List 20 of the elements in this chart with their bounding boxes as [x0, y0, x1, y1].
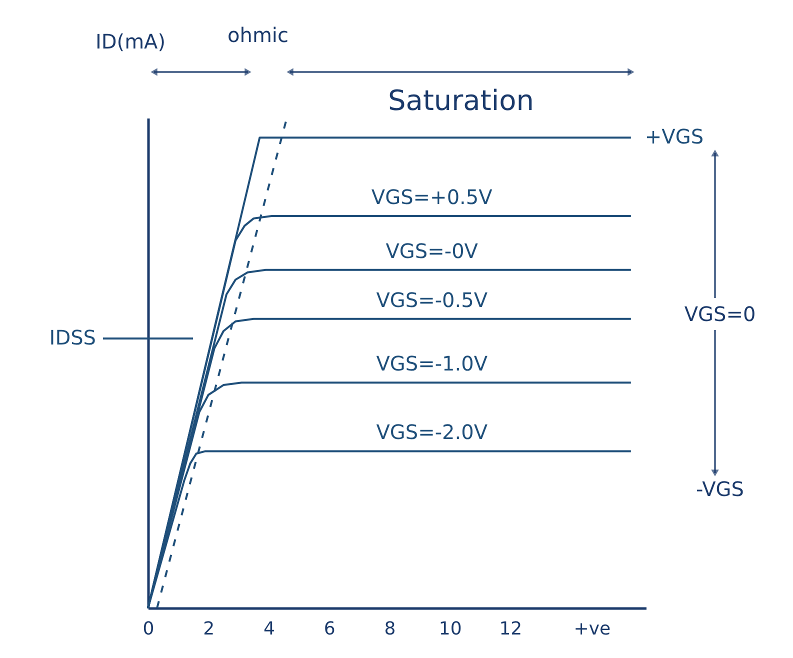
- series-label: VGS=-1.0V: [376, 352, 488, 376]
- x-tick-label: 4: [264, 618, 275, 640]
- ref-line-label: IDSS: [49, 326, 96, 350]
- x-tick-label: 10: [438, 618, 462, 640]
- series-label: +VGS: [644, 124, 704, 149]
- y-axis-title: ID(mA): [95, 30, 166, 54]
- x-tick-label: +ve: [574, 618, 611, 640]
- x-tick-label: 12: [499, 618, 522, 640]
- text: VGS=0: [684, 302, 756, 326]
- series-label: VGS=-2.0V: [376, 420, 488, 444]
- x-tick-label: 0: [142, 618, 154, 640]
- text: -VGS: [696, 477, 744, 501]
- series-label: VGS=-0V: [386, 238, 478, 263]
- x-tick-label: 6: [324, 618, 336, 640]
- text: Saturation: [388, 84, 534, 117]
- series-label: VGS=-0.5V: [376, 288, 488, 312]
- series-label: VGS=+0.5V: [371, 185, 493, 209]
- text: ohmic: [228, 23, 288, 47]
- x-tick-label: 8: [384, 618, 396, 640]
- x-tick-label: 2: [203, 618, 215, 640]
